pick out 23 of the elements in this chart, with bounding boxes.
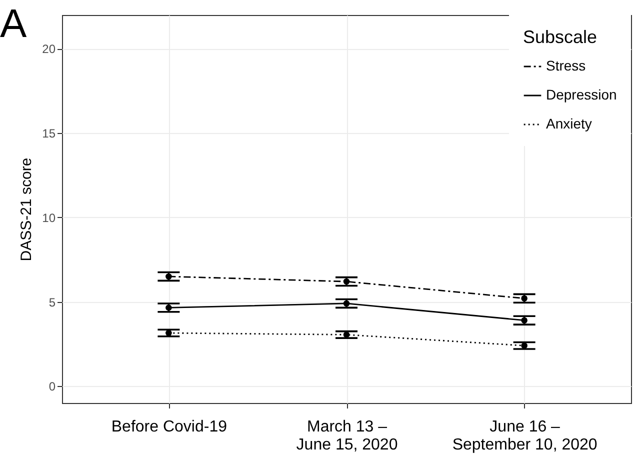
legend-label: Depression: [546, 86, 617, 102]
legend-title: Subscale: [523, 27, 598, 47]
point: [521, 317, 528, 324]
y-tick-label: 15: [42, 126, 56, 141]
point: [343, 278, 350, 285]
point: [343, 300, 350, 307]
x-tick-label: June 16 – September 10, 2020: [452, 418, 598, 454]
point: [166, 330, 172, 336]
y-axis-title: DASS-21 score: [18, 158, 36, 262]
y-tick-label: 0: [48, 380, 56, 394]
y-tick-label: 20: [42, 42, 56, 56]
point: [521, 342, 528, 349]
legend-label: Anxiety: [546, 116, 592, 132]
point: [343, 332, 350, 338]
x-tick-label: March 13 – June 15, 2020: [296, 418, 398, 454]
y-tick-label: 10: [42, 210, 56, 225]
chart-title: A: [0, 2, 27, 46]
point: [166, 273, 172, 280]
x-tick-label: Before Covid-19: [111, 418, 228, 436]
y-tick-label: 5: [48, 295, 56, 310]
point: [521, 295, 528, 302]
point: [166, 304, 172, 311]
legend-label: Stress: [546, 58, 586, 74]
